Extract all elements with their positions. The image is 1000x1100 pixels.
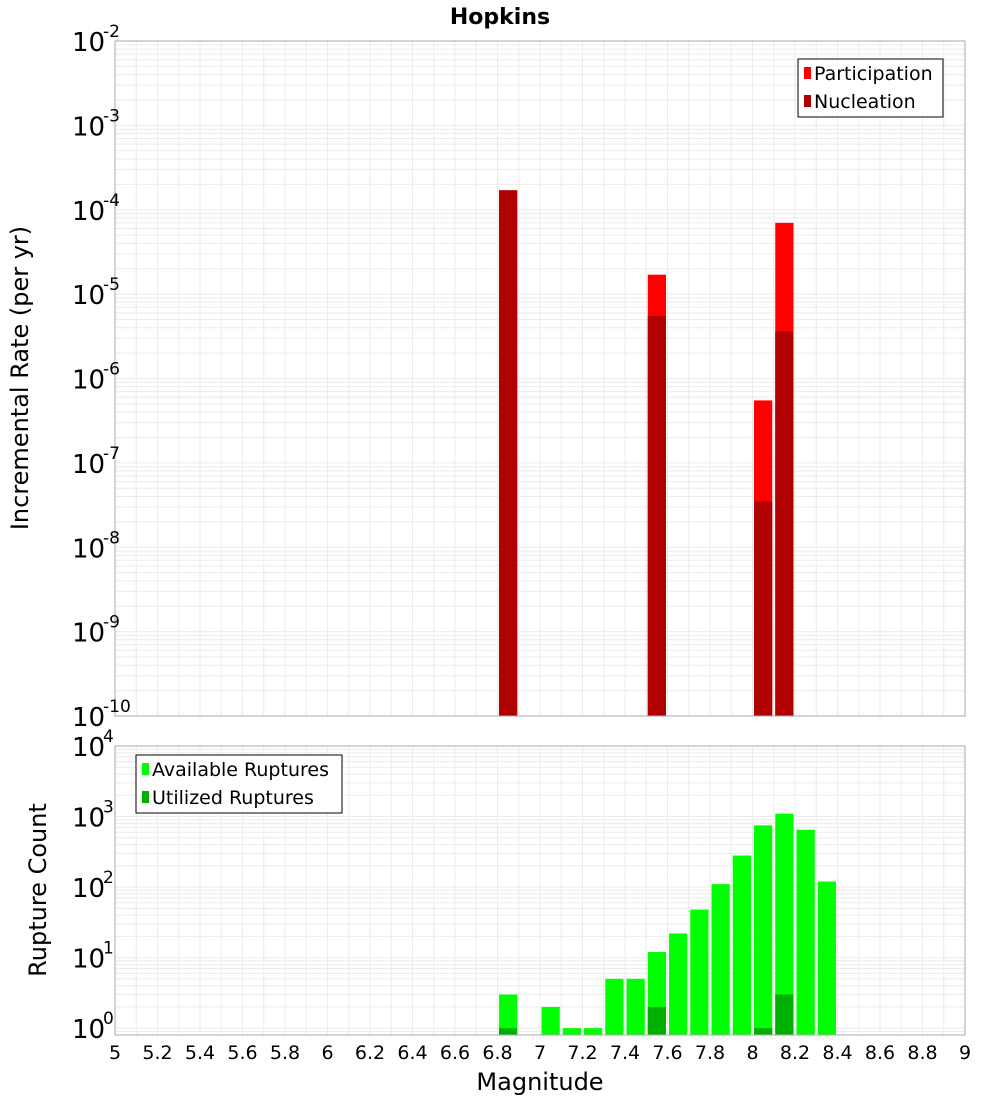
bar-available-ruptures (541, 1006, 560, 1035)
x-tick-label: 6.8 (482, 1042, 512, 1064)
bottom-ylabel: Rupture Count (24, 803, 52, 977)
plot-frame (114, 40, 966, 717)
x-tick-label: 5 (109, 1042, 121, 1064)
x-tick-label: 6.4 (397, 1042, 427, 1064)
y-tick-label: 10 (72, 112, 105, 142)
y-tick-exponent: -6 (103, 360, 120, 380)
bar-available-ruptures (690, 909, 709, 1035)
bar-available-ruptures (584, 1028, 603, 1035)
legend-label: Participation (814, 63, 933, 85)
x-tick-label: 7.8 (695, 1042, 725, 1064)
x-tick-label: 7.2 (567, 1042, 597, 1064)
y-tick-exponent: -5 (103, 275, 120, 295)
y-tick-exponent: 4 (103, 727, 114, 747)
y-tick-label: 10 (72, 619, 105, 649)
y-tick-label: 10 (72, 534, 105, 564)
y-tick-label: 10 (72, 197, 105, 227)
x-tick-label: 8.2 (780, 1042, 810, 1064)
bar-available-ruptures (499, 994, 518, 1035)
x-tick-label: 6.2 (355, 1042, 385, 1064)
legend-box (797, 58, 944, 118)
x-tick-label: 5.2 (142, 1042, 172, 1064)
bar-available-ruptures (562, 1028, 581, 1035)
overlay-bar-utilized-ruptures (754, 1028, 773, 1035)
y-tick-exponent: -9 (103, 613, 120, 633)
y-tick-exponent: -7 (103, 444, 120, 464)
y-tick-exponent: -3 (103, 106, 120, 126)
bar-available-ruptures (711, 884, 730, 1035)
y-tick-label: 10 (72, 945, 105, 975)
participation-rate-panel: 10-1010-910-810-710-610-510-410-310-2Par… (72, 22, 966, 733)
legend: Available Ruptures Utilized Ruptures (135, 754, 343, 814)
bar-available-ruptures (796, 829, 815, 1035)
x-tick-label: 5.8 (270, 1042, 300, 1064)
y-tick-exponent: -2 (103, 22, 120, 42)
bar-available-ruptures (626, 978, 645, 1035)
y-tick-label: 10 (72, 28, 105, 58)
x-tick-label: 7.4 (610, 1042, 640, 1064)
x-tick-label: 8.8 (907, 1042, 937, 1064)
overlay-bar-nucleation (775, 331, 794, 716)
y-tick-label: 10 (72, 281, 105, 311)
x-tick-label: 9 (959, 1042, 971, 1064)
y-tick-exponent: 2 (103, 868, 114, 888)
y-tick-exponent: 1 (103, 939, 114, 959)
x-tick-label: 5.6 (227, 1042, 257, 1064)
x-axis-label: Magnitude (476, 1068, 603, 1096)
y-tick-label: 10 (72, 1015, 105, 1045)
bar-available-ruptures (817, 881, 836, 1035)
y-tick-label: 10 (72, 366, 105, 396)
legend-label: Available Ruptures (152, 759, 329, 781)
x-tick-label: 7 (534, 1042, 546, 1064)
x-tick-label: 5.4 (185, 1042, 215, 1064)
overlay-bar-nucleation (647, 316, 666, 716)
x-tick-label: 6 (321, 1042, 333, 1064)
overlay-bar-utilized-ruptures (499, 1028, 518, 1035)
legend-swatch (804, 95, 811, 107)
x-tick-label: 8 (746, 1042, 758, 1064)
overlay-bar-utilized-ruptures (647, 1006, 666, 1035)
overlay-bar-nucleation (499, 190, 518, 716)
legend-label: Nucleation (814, 91, 916, 113)
bar-available-ruptures (605, 978, 624, 1035)
y-tick-label: 10 (72, 733, 105, 763)
legend-swatch (142, 763, 149, 775)
y-tick-label: 10 (72, 703, 105, 733)
y-tick-exponent: -10 (103, 697, 131, 717)
y-tick-exponent: 3 (103, 798, 114, 818)
bar-available-ruptures (669, 933, 688, 1035)
y-tick-label: 10 (72, 804, 105, 834)
x-tick-label: 6.6 (440, 1042, 470, 1064)
bar-available-ruptures (732, 855, 751, 1035)
overlay-bar-nucleation (754, 501, 773, 716)
x-tick-label: 8.4 (822, 1042, 852, 1064)
plot-frame (114, 745, 966, 1036)
top-ylabel: Incremental Rate (per yr) (6, 226, 34, 530)
legend-label: Utilized Ruptures (152, 787, 314, 809)
y-tick-exponent: -4 (103, 191, 120, 211)
x-tick-label: 7.6 (652, 1042, 682, 1064)
legend-swatch (142, 791, 149, 803)
y-tick-label: 10 (72, 450, 105, 480)
bar-available-ruptures (775, 813, 794, 1035)
overlay-bar-utilized-ruptures (775, 994, 794, 1035)
chart-title: Hopkins (450, 5, 550, 30)
bar-available-ruptures (754, 825, 773, 1035)
y-tick-exponent: -8 (103, 528, 120, 548)
y-tick-exponent: 0 (103, 1009, 114, 1029)
legend-box (135, 754, 343, 814)
legend-swatch (804, 67, 811, 79)
legend: Participation Nucleation (797, 58, 944, 118)
x-tick-label: 8.6 (865, 1042, 895, 1064)
y-tick-label: 10 (72, 874, 105, 904)
